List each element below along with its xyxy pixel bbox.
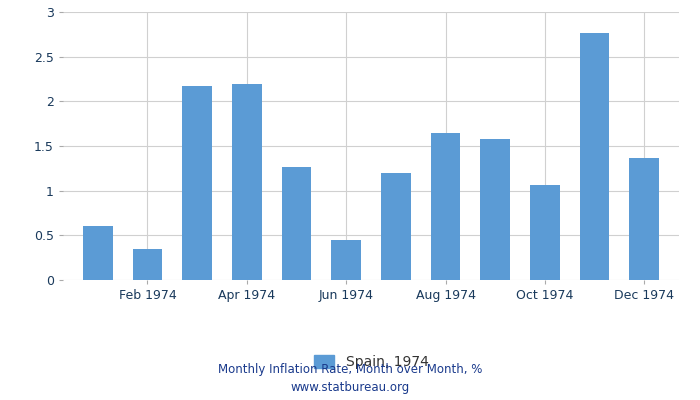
Text: www.statbureau.org: www.statbureau.org	[290, 382, 410, 394]
Bar	[480, 139, 510, 280]
Bar	[232, 84, 262, 280]
Bar	[182, 86, 212, 280]
Bar	[381, 173, 411, 280]
Text: Monthly Inflation Rate, Month over Month, %: Monthly Inflation Rate, Month over Month…	[218, 364, 482, 376]
Bar	[530, 185, 560, 280]
Bar	[331, 240, 361, 280]
Bar	[281, 166, 312, 280]
Bar	[83, 226, 113, 280]
Bar	[132, 249, 162, 280]
Bar	[430, 133, 461, 280]
Bar	[629, 158, 659, 280]
Legend: Spain, 1974: Spain, 1974	[308, 350, 434, 375]
Bar	[580, 32, 610, 280]
